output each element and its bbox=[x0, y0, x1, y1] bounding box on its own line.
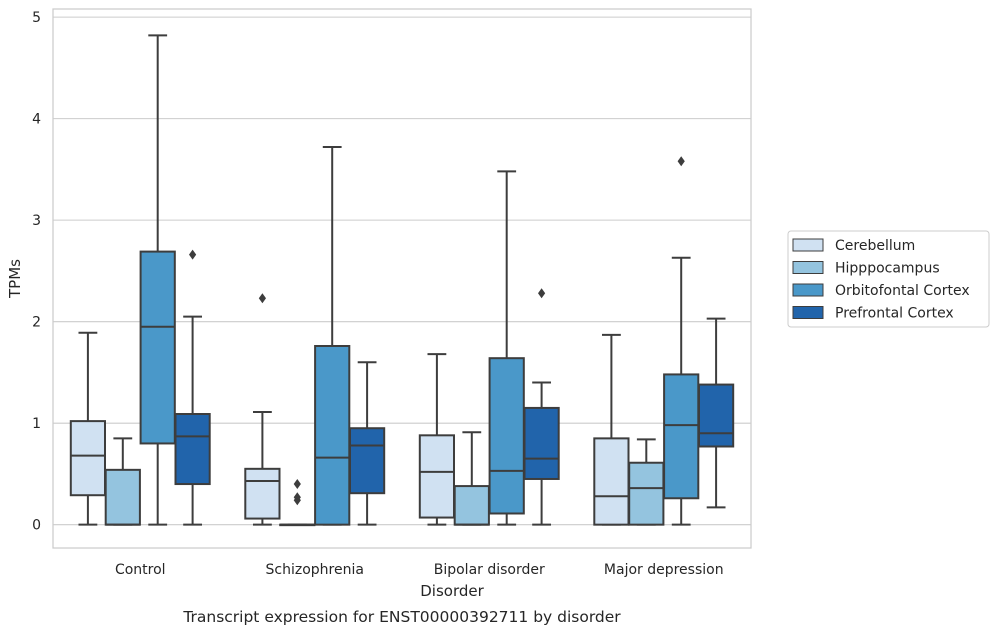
legend-item-prefrontal-cortex: Prefrontal Cortex bbox=[792, 306, 954, 322]
chart-title: Transcript expression for ENST0000039271… bbox=[182, 608, 621, 626]
outlier-point bbox=[538, 288, 546, 299]
box-prefrontal-cortex-bipolar-disorder bbox=[523, 288, 560, 526]
iqr-box bbox=[593, 437, 630, 526]
box-orbitofontal-cortex-major-depression bbox=[663, 156, 700, 526]
outlier-point bbox=[189, 249, 197, 260]
y-tick-label: 4 bbox=[32, 112, 41, 128]
box-cerebellum-major-depression bbox=[593, 333, 630, 526]
legend-swatch bbox=[792, 238, 824, 252]
legend-label: Orbitofontal Cortex bbox=[835, 283, 970, 299]
series-orbitofontal-cortex bbox=[139, 34, 700, 526]
x-tick-label-major-depression: Major depression bbox=[604, 562, 724, 578]
box-prefrontal-cortex-control bbox=[174, 249, 211, 526]
iqr-box bbox=[174, 413, 211, 486]
box-prefrontal-cortex-schizophrenia bbox=[348, 361, 386, 526]
y-tick-label: 5 bbox=[32, 10, 41, 26]
legend-swatch bbox=[792, 261, 824, 274]
legend-label: Cerebellum bbox=[835, 238, 915, 254]
x-tick-label-control: Control bbox=[115, 562, 166, 578]
legend: Cerebellum Hipppocampus Orbitofontal Corte… bbox=[787, 230, 990, 328]
iqr-box bbox=[244, 467, 281, 520]
box-orbitofontal-cortex-schizophrenia bbox=[314, 146, 351, 526]
x-axis-ticks: Control Schizophrenia Bipolar disorder Majo… bbox=[115, 562, 724, 578]
box-prefrontal-cortex-major-depression bbox=[697, 317, 735, 509]
box-hipppocampus-bipolar-disorder bbox=[453, 431, 490, 526]
box-orbitofontal-cortex-control bbox=[139, 34, 176, 526]
outlier-point bbox=[293, 479, 301, 490]
outlier-point bbox=[677, 156, 685, 167]
iqr-box bbox=[523, 406, 560, 480]
x-tick-label-bipolar-disorder: Bipolar disorder bbox=[434, 562, 545, 578]
iqr-box bbox=[104, 468, 141, 526]
box-series bbox=[69, 34, 735, 527]
box-cerebellum-bipolar-disorder bbox=[418, 353, 456, 526]
iqr-box bbox=[418, 434, 456, 519]
x-axis-label: Disorder bbox=[420, 582, 484, 600]
y-tick-label: 0 bbox=[32, 518, 41, 534]
iqr-box bbox=[628, 461, 665, 526]
legend-item-hipppocampus: Hipppocampus bbox=[792, 261, 940, 277]
box-cerebellum-schizophrenia bbox=[244, 293, 281, 526]
box-orbitofontal-cortex-bipolar-disorder bbox=[488, 170, 525, 526]
series-cerebellum bbox=[69, 293, 630, 526]
y-tick-label: 1 bbox=[32, 416, 41, 432]
iqr-box bbox=[488, 357, 525, 515]
y-axis-label: TPMs bbox=[6, 259, 24, 299]
iqr-box bbox=[663, 373, 700, 500]
legend-item-orbitofontal-cortex: Orbitofontal Cortex bbox=[792, 283, 970, 299]
box-hipppocampus-schizophrenia bbox=[279, 479, 316, 527]
y-tick-label: 2 bbox=[32, 315, 41, 331]
box-cerebellum-control bbox=[69, 331, 107, 526]
series-prefrontal-cortex bbox=[174, 249, 735, 526]
box-hipppocampus-control bbox=[104, 437, 141, 526]
legend-item-cerebellum: Cerebellum bbox=[792, 238, 915, 254]
y-tick-label: 3 bbox=[32, 213, 41, 229]
iqr-box bbox=[453, 485, 490, 526]
legend-frame bbox=[787, 230, 990, 328]
iqr-box bbox=[348, 427, 386, 495]
legend-swatch bbox=[792, 283, 824, 297]
iqr-box bbox=[697, 383, 735, 448]
plot-area-frame bbox=[52, 8, 752, 549]
legend-label: Hipppocampus bbox=[835, 261, 940, 277]
iqr-box bbox=[139, 250, 176, 445]
legend-swatch bbox=[792, 306, 824, 319]
series-hipppocampus bbox=[104, 431, 665, 527]
iqr-box bbox=[314, 345, 351, 526]
box-hipppocampus-major-depression bbox=[628, 438, 665, 526]
outlier-point bbox=[293, 492, 301, 503]
outlier-point bbox=[258, 293, 266, 304]
iqr-box bbox=[69, 420, 107, 497]
legend-label: Prefrontal Cortex bbox=[835, 306, 954, 322]
y-axis-ticks: 0 1 2 3 4 5 bbox=[32, 10, 41, 534]
x-tick-label-schizophrenia: Schizophrenia bbox=[266, 562, 364, 578]
